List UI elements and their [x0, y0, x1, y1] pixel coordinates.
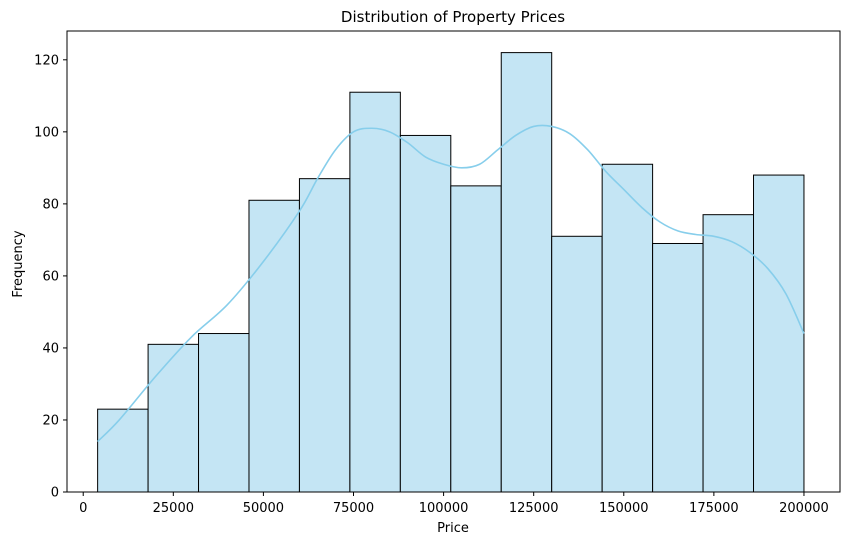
y-tick-label: 40: [42, 341, 59, 356]
y-axis-title: Frequency: [11, 230, 26, 297]
x-tick-label: 100000: [419, 501, 469, 516]
y-tick-label: 100: [34, 125, 59, 140]
histogram-bar: [500, 52, 553, 493]
plot-frame: [66, 30, 841, 493]
x-tick-label: 75000: [333, 501, 374, 516]
y-tick-label: 20: [42, 413, 59, 428]
histogram-bar: [450, 185, 502, 493]
kde-line: [97, 124, 805, 443]
histogram-bar: [702, 214, 755, 493]
histogram-bar: [97, 408, 149, 493]
x-tick-label: 50000: [243, 501, 284, 516]
histogram-bar: [652, 242, 704, 493]
histogram-bar: [298, 178, 351, 493]
x-axis-title: Price: [437, 521, 469, 536]
x-tick-label: 200000: [779, 501, 829, 516]
x-tick-label: 125000: [509, 501, 559, 516]
y-tick-label: 0: [51, 486, 59, 501]
histogram-bar: [399, 134, 452, 493]
y-tick-label: 120: [34, 53, 59, 68]
y-tick-label: 80: [42, 197, 59, 212]
x-tick-label: 0: [79, 501, 87, 516]
x-tick-label: 175000: [689, 501, 739, 516]
histogram-bar: [147, 343, 200, 493]
chart-title: Distribution of Property Prices: [341, 8, 565, 26]
kde-group: [97, 124, 805, 443]
x-tick-label: 150000: [599, 501, 649, 516]
histogram-bar: [753, 174, 805, 493]
axes-group: 0 25000 50000 75000 100000 125000 150000 175000…: [34, 30, 841, 516]
histogram-bar: [248, 199, 300, 493]
histogram-bar: [601, 163, 654, 493]
y-tick-label: 60: [42, 269, 59, 284]
histogram-bar: [551, 235, 603, 493]
x-tick-label: 25000: [153, 501, 194, 516]
histogram-bar: [349, 91, 401, 493]
histogram-bar: [198, 333, 250, 493]
bars-group: [97, 52, 805, 493]
